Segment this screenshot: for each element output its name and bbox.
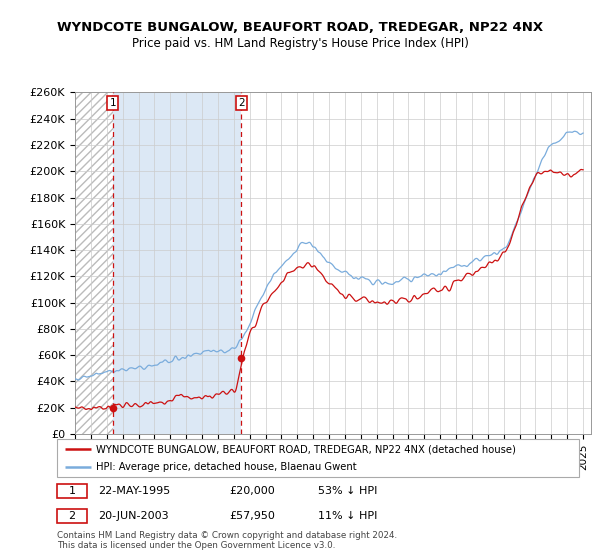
Text: £20,000: £20,000 (229, 486, 275, 496)
Text: £57,950: £57,950 (229, 511, 275, 521)
Text: HPI: Average price, detached house, Blaenau Gwent: HPI: Average price, detached house, Blae… (96, 462, 357, 472)
Text: 20-JUN-2003: 20-JUN-2003 (98, 511, 169, 521)
FancyBboxPatch shape (57, 484, 87, 498)
Text: 22-MAY-1995: 22-MAY-1995 (98, 486, 170, 496)
Text: 11% ↓ HPI: 11% ↓ HPI (318, 511, 377, 521)
FancyBboxPatch shape (57, 439, 579, 477)
Text: WYNDCOTE BUNGALOW, BEAUFORT ROAD, TREDEGAR, NP22 4NX (detached house): WYNDCOTE BUNGALOW, BEAUFORT ROAD, TREDEG… (96, 444, 516, 454)
Text: 53% ↓ HPI: 53% ↓ HPI (318, 486, 377, 496)
Text: Price paid vs. HM Land Registry's House Price Index (HPI): Price paid vs. HM Land Registry's House … (131, 37, 469, 50)
Text: 1: 1 (68, 486, 76, 496)
Text: 2: 2 (238, 98, 245, 108)
Text: Contains HM Land Registry data © Crown copyright and database right 2024.: Contains HM Land Registry data © Crown c… (57, 531, 397, 540)
Text: 1: 1 (109, 98, 116, 108)
FancyBboxPatch shape (57, 508, 87, 522)
Text: WYNDCOTE BUNGALOW, BEAUFORT ROAD, TREDEGAR, NP22 4NX: WYNDCOTE BUNGALOW, BEAUFORT ROAD, TREDEG… (57, 21, 543, 34)
Text: This data is licensed under the Open Government Licence v3.0.: This data is licensed under the Open Gov… (57, 541, 335, 550)
Text: 2: 2 (68, 511, 76, 521)
